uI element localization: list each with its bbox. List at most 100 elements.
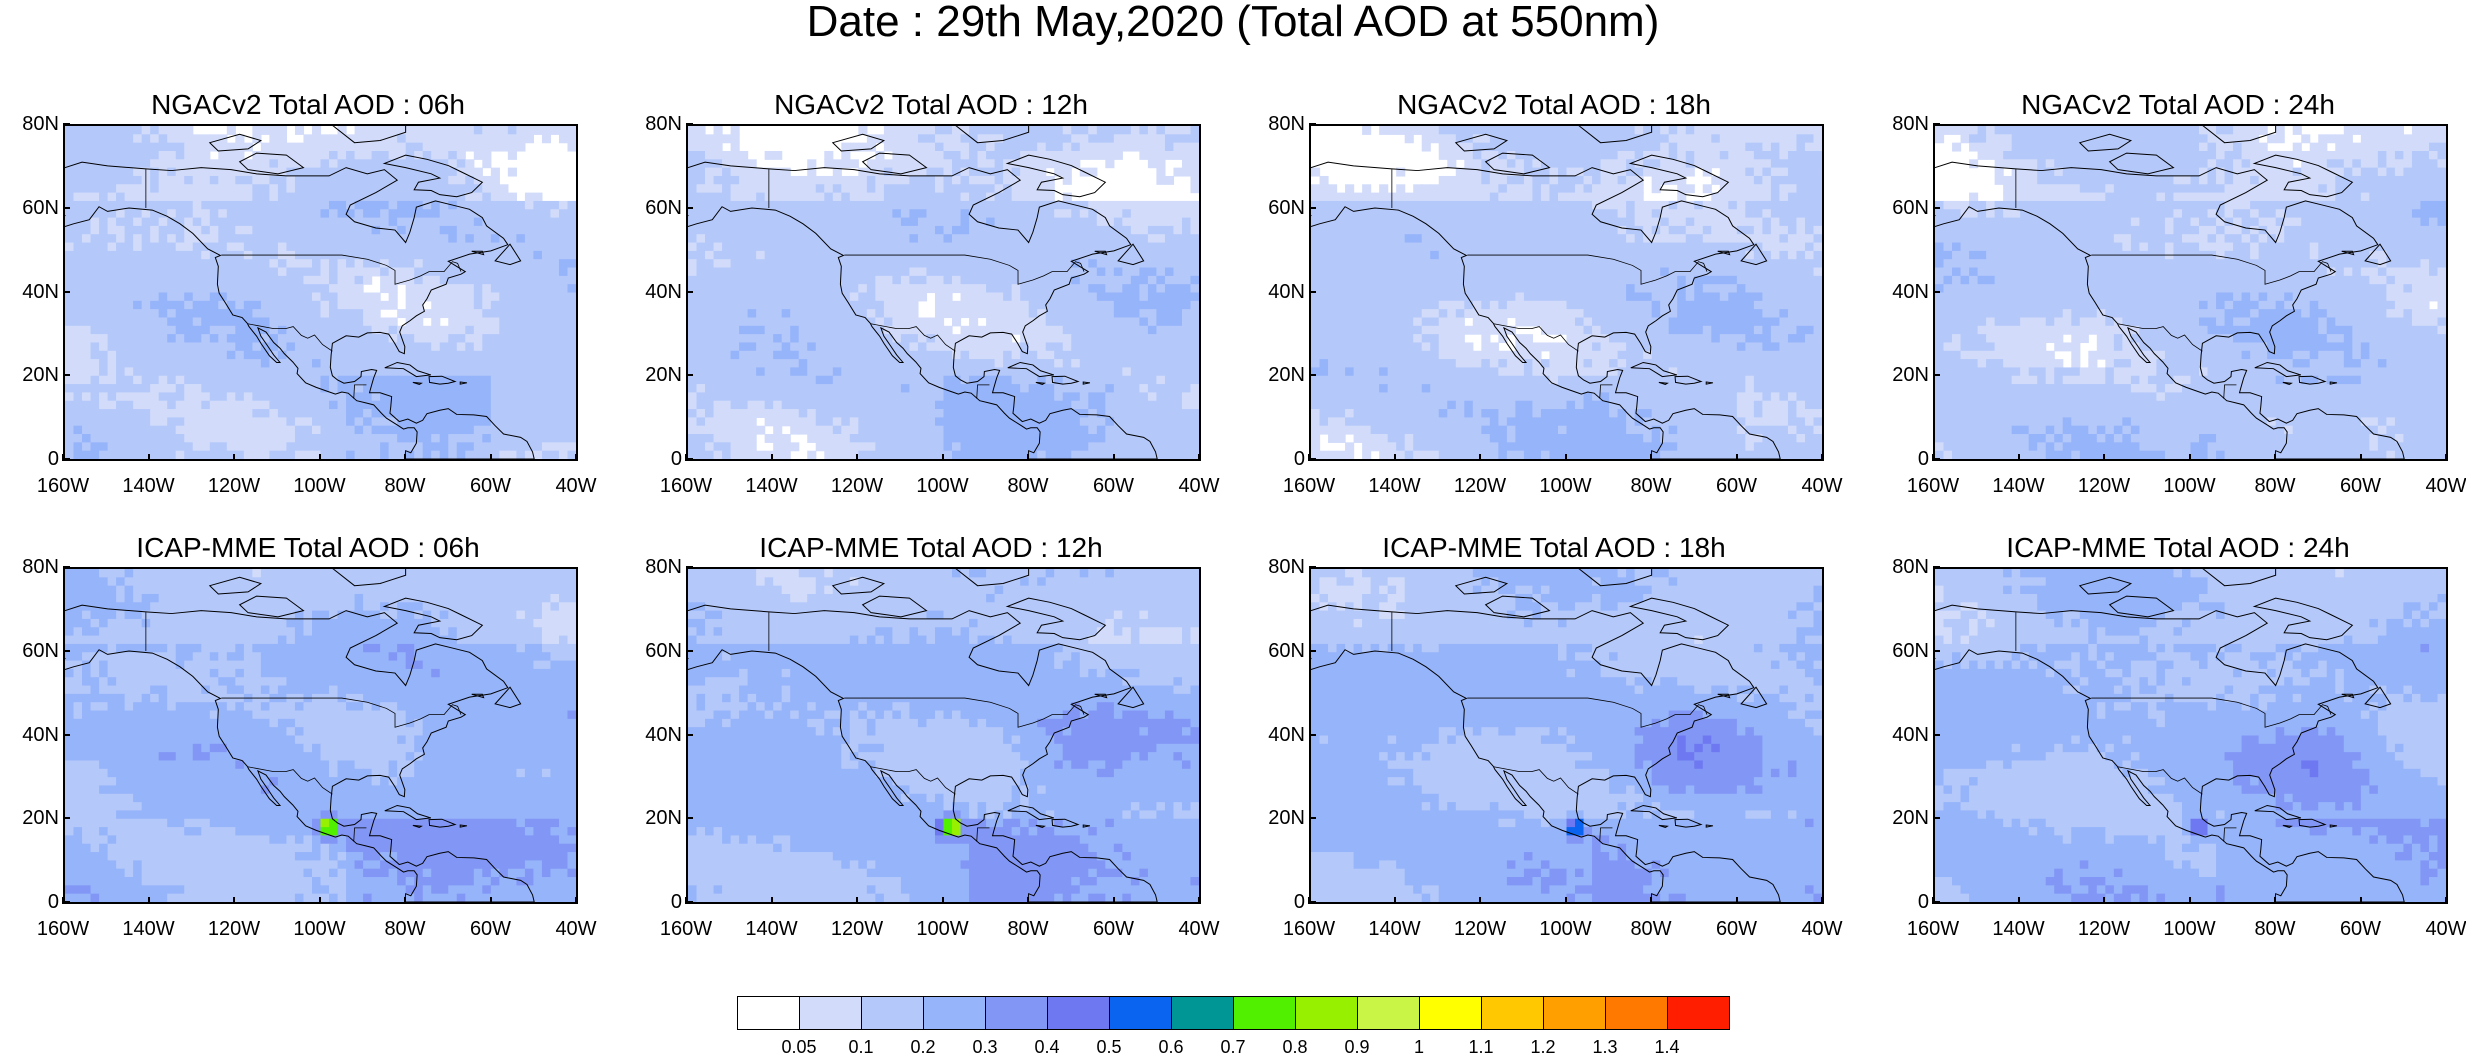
- latitude-label: 40N: [1245, 725, 1305, 745]
- longitude-tick: [1932, 454, 1934, 461]
- longitude-tick: [2360, 897, 2362, 904]
- panel-title: ICAP-MME Total AOD : 24h: [1870, 531, 2466, 565]
- map-frame: [1933, 567, 2448, 904]
- longitude-tick: [1565, 897, 1567, 904]
- latitude-label: 40N: [622, 725, 682, 745]
- panel-title: NGACv2 Total AOD : 12h: [623, 88, 1239, 122]
- longitude-label: 80W: [1616, 476, 1686, 496]
- latitude-label: 40N: [1245, 282, 1305, 302]
- longitude-tick: [1479, 454, 1481, 461]
- longitude-label: 120W: [2069, 476, 2139, 496]
- latitude-tick: [63, 566, 70, 568]
- panel-title: NGACv2 Total AOD : 06h: [0, 88, 616, 122]
- latitude-tick: [686, 291, 693, 293]
- latitude-label: 20N: [1245, 808, 1305, 828]
- aod-map: [1311, 126, 1822, 459]
- longitude-label: 80W: [993, 476, 1063, 496]
- longitude-label: 60W: [456, 919, 526, 939]
- aod-map: [1311, 569, 1822, 902]
- longitude-tick: [771, 897, 773, 904]
- latitude-label: 60N: [1869, 641, 1929, 661]
- longitude-tick: [2274, 454, 2276, 461]
- longitude-label: 80W: [2240, 919, 2310, 939]
- latitude-label: 0: [622, 892, 682, 912]
- latitude-tick: [1933, 123, 1940, 125]
- colorbar-label: 0.8: [1265, 1038, 1325, 1056]
- longitude-tick: [942, 454, 944, 461]
- latitude-tick: [686, 817, 693, 819]
- latitude-label: 20N: [1869, 808, 1929, 828]
- longitude-tick: [62, 454, 64, 461]
- longitude-tick: [1308, 897, 1310, 904]
- longitude-tick: [1479, 897, 1481, 904]
- latitude-label: 0: [1245, 892, 1305, 912]
- longitude-tick: [575, 454, 577, 461]
- colorbar-label: 0.2: [893, 1038, 953, 1056]
- longitude-label: 100W: [908, 919, 978, 939]
- colorbar-swatch: [1047, 996, 1110, 1030]
- latitude-tick: [1309, 207, 1316, 209]
- latitude-label: 0: [1869, 892, 1929, 912]
- longitude-tick: [2018, 897, 2020, 904]
- longitude-label: 60W: [1079, 476, 1149, 496]
- colorbar-swatch: [737, 996, 800, 1030]
- colorbar-label: 0.05: [769, 1038, 829, 1056]
- aod-map: [65, 126, 576, 459]
- latitude-tick: [686, 650, 693, 652]
- latitude-tick: [63, 650, 70, 652]
- longitude-tick: [2274, 897, 2276, 904]
- latitude-tick: [1933, 650, 1940, 652]
- latitude-label: 60N: [1869, 198, 1929, 218]
- longitude-tick: [2189, 897, 2191, 904]
- longitude-tick: [2018, 454, 2020, 461]
- latitude-label: 80N: [622, 114, 682, 134]
- latitude-tick: [63, 291, 70, 293]
- longitude-tick: [1821, 454, 1823, 461]
- longitude-label: 100W: [1531, 476, 1601, 496]
- colorbar-swatch: [1295, 996, 1358, 1030]
- latitude-tick: [1309, 123, 1316, 125]
- longitude-label: 60W: [2326, 919, 2396, 939]
- panel-title: ICAP-MME Total AOD : 18h: [1246, 531, 1862, 565]
- latitude-label: 20N: [1869, 365, 1929, 385]
- longitude-label: 120W: [822, 476, 892, 496]
- longitude-tick: [1821, 897, 1823, 904]
- latitude-tick: [686, 374, 693, 376]
- aod-map: [688, 126, 1199, 459]
- latitude-tick: [63, 817, 70, 819]
- longitude-tick: [490, 454, 492, 461]
- colorbar-label: 0.5: [1079, 1038, 1139, 1056]
- colorbar-swatch: [1233, 996, 1296, 1030]
- longitude-label: 40W: [1164, 476, 1234, 496]
- longitude-label: 60W: [1702, 476, 1772, 496]
- longitude-tick: [1736, 897, 1738, 904]
- latitude-tick: [63, 374, 70, 376]
- longitude-tick: [1027, 897, 1029, 904]
- longitude-tick: [319, 897, 321, 904]
- longitude-label: 140W: [1984, 919, 2054, 939]
- longitude-label: 140W: [1360, 919, 1430, 939]
- longitude-label: 40W: [1164, 919, 1234, 939]
- longitude-label: 100W: [2155, 919, 2225, 939]
- latitude-tick: [686, 901, 693, 903]
- colorbar-label: 0.3: [955, 1038, 1015, 1056]
- latitude-label: 40N: [0, 282, 59, 302]
- longitude-label: 40W: [1787, 476, 1857, 496]
- longitude-label: 80W: [2240, 476, 2310, 496]
- longitude-label: 160W: [1898, 919, 1968, 939]
- latitude-label: 80N: [1245, 557, 1305, 577]
- latitude-label: 80N: [1869, 114, 1929, 134]
- colorbar-swatch: [799, 996, 862, 1030]
- latitude-label: 80N: [0, 557, 59, 577]
- latitude-label: 60N: [622, 198, 682, 218]
- longitude-tick: [62, 897, 64, 904]
- longitude-tick: [575, 897, 577, 904]
- longitude-label: 120W: [1445, 919, 1515, 939]
- panel-title: NGACv2 Total AOD : 18h: [1246, 88, 1862, 122]
- latitude-tick: [1933, 458, 1940, 460]
- longitude-tick: [856, 454, 858, 461]
- longitude-label: 40W: [541, 919, 611, 939]
